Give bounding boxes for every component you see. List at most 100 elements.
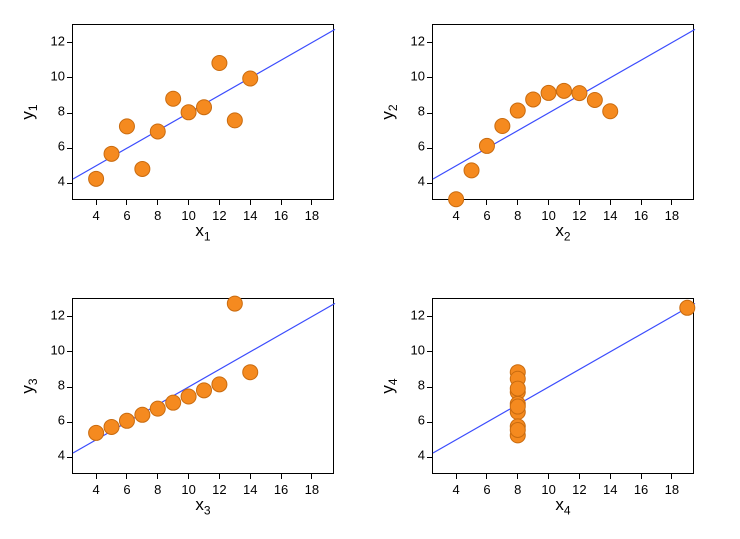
data-point [181,105,196,120]
data-point [557,83,572,98]
x-tick-label: 14 [603,482,617,497]
data-point [464,163,479,178]
panel2-x-axis-label: x2 [555,221,570,243]
data-point [510,399,525,414]
x-tick-label: 6 [483,482,490,497]
y-tick-label: 6 [37,139,65,154]
x-tick-label: 8 [514,208,521,223]
y-tick-label: 6 [397,413,425,428]
ylabel-main: y [18,385,37,394]
ylabel-sub: 1 [26,104,40,111]
xlabel-main: x [555,221,564,240]
y-tick-label: 4 [37,448,65,463]
x-tick-label: 14 [603,208,617,223]
x-tick-label: 10 [541,482,555,497]
data-point [227,296,242,311]
x-tick-label: 10 [541,208,555,223]
x-tick-label: 18 [665,208,679,223]
y-tick-label: 8 [397,104,425,119]
y-tick-label: 8 [37,378,65,393]
x-tick-label: 14 [243,482,257,497]
xlabel-main: x [555,495,564,514]
x-tick-label: 10 [181,208,195,223]
xlabel-sub: 3 [204,503,211,517]
data-point [135,161,150,176]
panel1-svg [73,25,335,201]
y-tick-label: 4 [37,174,65,189]
xlabel-main: x [195,495,204,514]
y-tick-label: 12 [397,307,425,322]
x-tick-label: 18 [665,482,679,497]
ylabel-sub: 4 [386,378,400,385]
data-point [166,91,181,106]
data-point [243,71,258,86]
y-tick-label: 10 [397,68,425,83]
panel4-svg [433,299,695,475]
data-point [197,100,212,115]
y-tick-label: 4 [397,174,425,189]
data-point [119,119,134,134]
y-tick-label: 8 [37,104,65,119]
panel2-y-axis-label: y2 [378,104,400,119]
panel1-x-axis-label: x1 [195,221,210,243]
x-tick-label: 4 [452,482,459,497]
data-point [227,113,242,128]
panel3-plot-area: 46810121416184681012x3y3 [72,298,334,474]
xlabel-sub: 4 [564,503,571,517]
x-tick-label: 14 [243,208,257,223]
data-point [104,146,119,161]
data-point [212,377,227,392]
y-tick-label: 10 [37,68,65,83]
x-tick-label: 12 [212,482,226,497]
data-point [212,56,227,71]
data-point [181,389,196,404]
data-point [104,419,119,434]
y-tick-label: 8 [397,378,425,393]
xlabel-sub: 2 [564,229,571,243]
data-point [587,92,602,107]
x-tick-label: 6 [483,208,490,223]
panel3-x-axis-label: x3 [195,495,210,517]
x-tick-label: 12 [572,208,586,223]
x-tick-label: 4 [452,208,459,223]
y-tick-label: 12 [37,33,65,48]
panel4-regression-line [433,303,695,453]
ylabel-main: y [378,111,397,120]
y-tick-label: 6 [37,413,65,428]
panel3-svg [73,299,335,475]
x-tick-label: 18 [305,482,319,497]
y-tick-label: 10 [397,342,425,357]
data-point [89,171,104,186]
data-point [243,365,258,380]
panel1-y-axis-label: y1 [18,104,40,119]
x-tick-label: 8 [514,482,521,497]
data-point [510,422,525,437]
ylabel-sub: 2 [386,104,400,111]
panel4-x-axis-label: x4 [555,495,570,517]
data-point [89,425,104,440]
panel4-plot-area: 46810121416184681012x4y4 [432,298,694,474]
data-point [166,395,181,410]
data-point [449,192,464,207]
ylabel-main: y [18,111,37,120]
y-tick-label: 6 [397,139,425,154]
data-point [572,86,587,101]
data-point [150,401,165,416]
data-point [495,119,510,134]
panel3-y-axis-label: y3 [18,378,40,393]
xlabel-sub: 1 [204,229,211,243]
x-tick-label: 12 [572,482,586,497]
data-point [603,104,618,119]
y-tick-label: 10 [37,342,65,357]
data-point [680,300,695,315]
panel2-svg [433,25,695,201]
ylabel-sub: 3 [26,378,40,385]
panel2-regression-line [433,29,695,179]
x-tick-label: 10 [181,482,195,497]
data-point [541,85,556,100]
panel2-plot-area: 46810121416184681012x2y2 [432,24,694,200]
x-tick-label: 6 [123,208,130,223]
y-tick-label: 12 [37,307,65,322]
data-point [135,407,150,422]
data-point [119,413,134,428]
